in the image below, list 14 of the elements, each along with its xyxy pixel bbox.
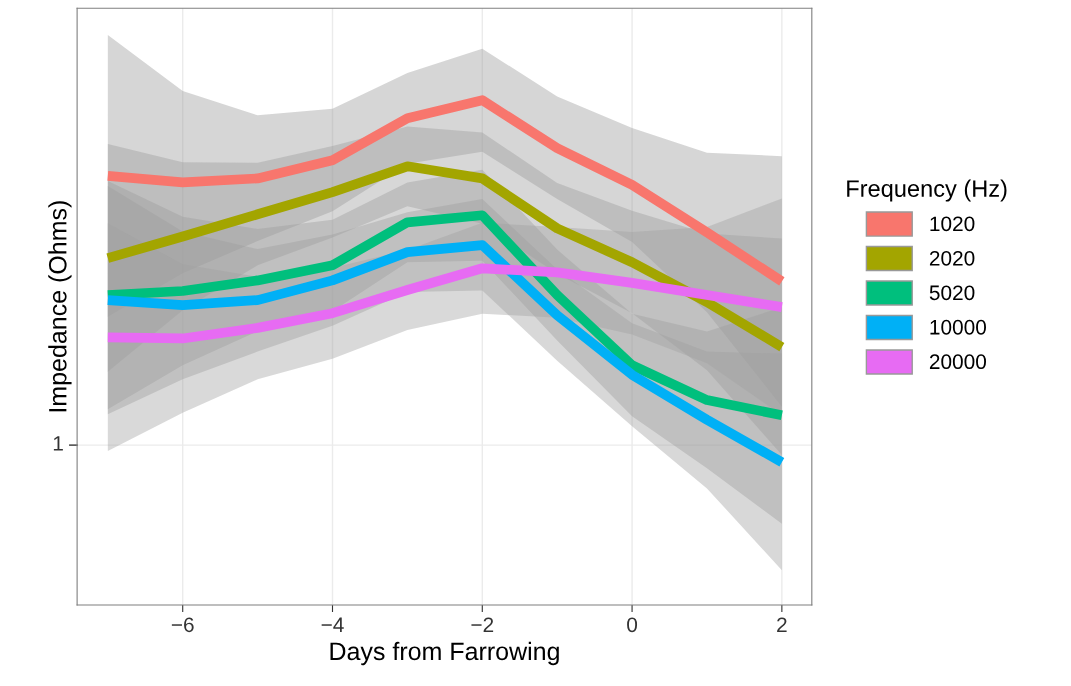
x-tick-label: −6 (171, 617, 194, 633)
x-tick-label: 0 (627, 617, 638, 633)
x-axis-title: Days from Farrowing (330, 641, 559, 666)
legend-label: 2020 (929, 250, 975, 266)
legend-label: 20000 (929, 354, 987, 370)
x-tick-label: −2 (471, 617, 494, 632)
x-tick-label: 2 (777, 617, 787, 632)
text: 1 (53, 436, 63, 451)
x-tick-label: −4 (321, 617, 344, 632)
legend-label: 5020 (929, 285, 975, 301)
legend-title: Frequency (Hz) (847, 179, 1007, 202)
legend-label: 1020 (930, 216, 975, 232)
legend-label: 10000 (930, 319, 987, 335)
y-axis-title: Impedance (Ohms) (48, 201, 72, 412)
